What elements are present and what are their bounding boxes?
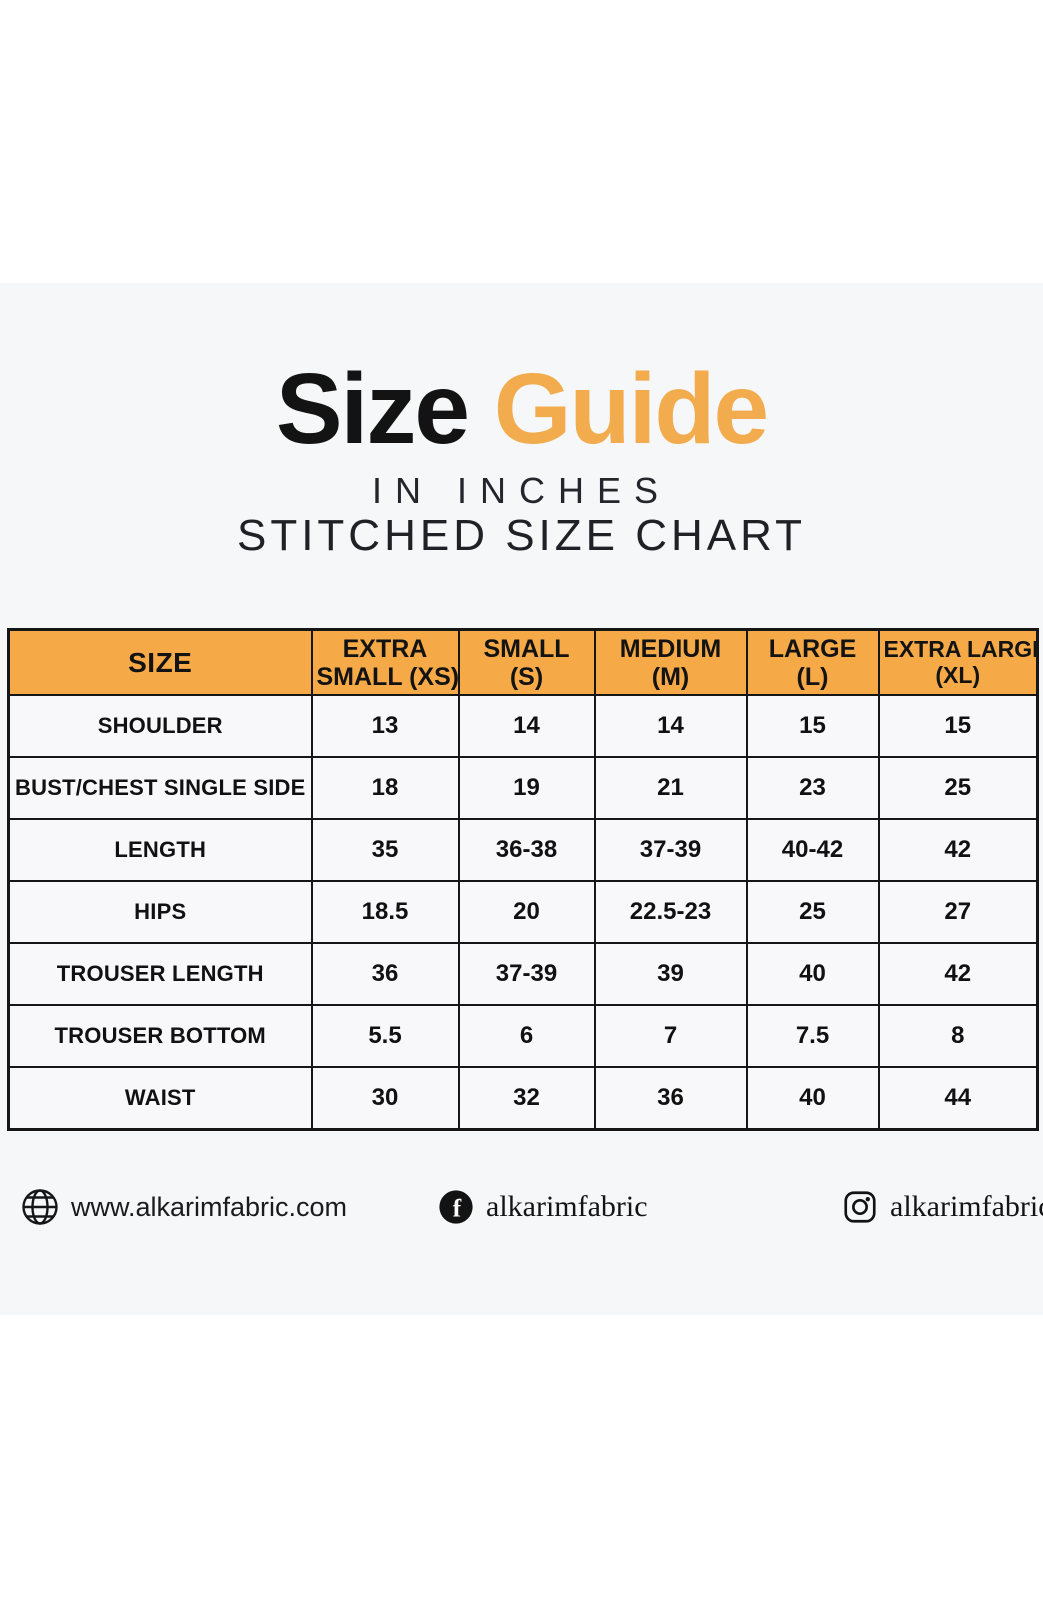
value-cell: 36 (593, 1066, 748, 1131)
svg-text:f: f (453, 1194, 462, 1223)
row-label: LENGTH (7, 818, 313, 882)
value-cell: 7 (593, 1004, 748, 1068)
facebook-icon: f (439, 1190, 473, 1224)
header-cell-medium: MEDIUM (M) (593, 628, 748, 696)
value-cell: 22.5-23 (593, 880, 748, 944)
table-row-trouser-bottom: TROUSER BOTTOM 5.5 6 7 7.5 8 (7, 1004, 1039, 1068)
row-label: TROUSER LENGTH (7, 942, 313, 1006)
facebook-handle: alkarimfabric (486, 1190, 648, 1223)
header-cell-extra-small: EXTRA SMALL (XS) (310, 628, 460, 696)
value-cell: 30 (310, 1066, 460, 1131)
instagram-handle: alkarimfabrics (890, 1190, 1043, 1223)
value-cell: 5.5 (310, 1004, 460, 1068)
title-word-size: Size (275, 353, 470, 465)
footer-website: www.alkarimfabric.com (20, 1184, 347, 1230)
title-word-guide: Guide (493, 353, 769, 465)
value-cell: 27 (877, 880, 1039, 944)
value-cell: 13 (310, 694, 460, 758)
value-cell: 39 (593, 942, 748, 1006)
content-band: Size Guide IN INCHES STITCHED SIZE CHART… (0, 283, 1043, 1315)
value-cell: 6 (457, 1004, 596, 1068)
value-cell: 20 (457, 880, 596, 944)
value-cell: 8 (877, 1004, 1039, 1068)
value-cell: 40 (745, 942, 880, 1006)
header-row: SIZE EXTRA SMALL (XS) SMALL (S) MEDIUM (M) … (7, 628, 1039, 696)
header-cell-extra-large: EXTRA LARGE (XL) (877, 628, 1039, 696)
row-label: HIPS (7, 880, 313, 944)
table-row-trouser-length: TROUSER LENGTH 36 37-39 39 40 42 (7, 942, 1039, 1006)
value-cell: 37-39 (457, 942, 596, 1006)
value-cell: 23 (745, 756, 880, 820)
footer-instagram: alkarimfabrics (841, 1184, 1043, 1230)
header-cell-large: LARGE (L) (745, 628, 880, 696)
footer-facebook: f alkarimfabric (437, 1184, 648, 1230)
globe-icon (22, 1189, 58, 1225)
subtitle-in-inches: IN INCHES (371, 470, 672, 511)
header-cell-size: SIZE (7, 628, 313, 696)
value-cell: 15 (877, 694, 1039, 758)
table-body: SHOULDER 13 14 14 15 15 BUST/CHEST SINGL… (7, 694, 1039, 1131)
value-cell: 14 (593, 694, 748, 758)
website-url: www.alkarimfabric.com (71, 1191, 348, 1222)
table-row-length: LENGTH 35 36-38 37-39 40-42 42 (7, 818, 1039, 882)
value-cell: 14 (457, 694, 596, 758)
value-cell: 44 (877, 1066, 1039, 1131)
value-cell: 25 (745, 880, 880, 944)
row-label: SHOULDER (7, 694, 313, 758)
value-cell: 42 (877, 818, 1039, 882)
row-label: BUST/CHEST SINGLE SIDE (7, 756, 313, 820)
value-cell: 42 (877, 942, 1039, 1006)
table-row-shoulder: SHOULDER 13 14 14 15 15 (7, 694, 1039, 758)
page-title: Size Guide (0, 359, 1043, 459)
value-cell: 7.5 (745, 1004, 880, 1068)
value-cell: 32 (457, 1066, 596, 1131)
value-cell: 37-39 (593, 818, 748, 882)
subtitle-stitched-size-chart: STITCHED SIZE CHART (236, 511, 806, 560)
table-row-bust-chest: BUST/CHEST SINGLE SIDE 18 19 21 23 25 (7, 756, 1039, 820)
size-chart-table: SIZE EXTRA SMALL (XS) SMALL (S) MEDIUM (M) … (7, 628, 1039, 1131)
header-cell-small: SMALL (S) (457, 628, 596, 696)
value-cell: 40-42 (745, 818, 880, 882)
row-label: WAIST (7, 1066, 313, 1131)
value-cell: 25 (877, 756, 1039, 820)
value-cell: 40 (745, 1066, 880, 1131)
instagram-icon (844, 1191, 876, 1223)
value-cell: 35 (310, 818, 460, 882)
value-cell: 36 (310, 942, 460, 1006)
row-label: TROUSER BOTTOM (7, 1004, 313, 1068)
table-row-hips: HIPS 18.5 20 22.5-23 25 27 (7, 880, 1039, 944)
value-cell: 36-38 (457, 818, 596, 882)
value-cell: 18 (310, 756, 460, 820)
value-cell: 19 (457, 756, 596, 820)
value-cell: 18.5 (310, 880, 460, 944)
value-cell: 15 (745, 694, 880, 758)
table-row-waist: WAIST 30 32 36 40 44 (7, 1066, 1039, 1131)
table-header: SIZE EXTRA SMALL (XS) SMALL (S) MEDIUM (M) … (7, 628, 1039, 696)
value-cell: 21 (593, 756, 748, 820)
